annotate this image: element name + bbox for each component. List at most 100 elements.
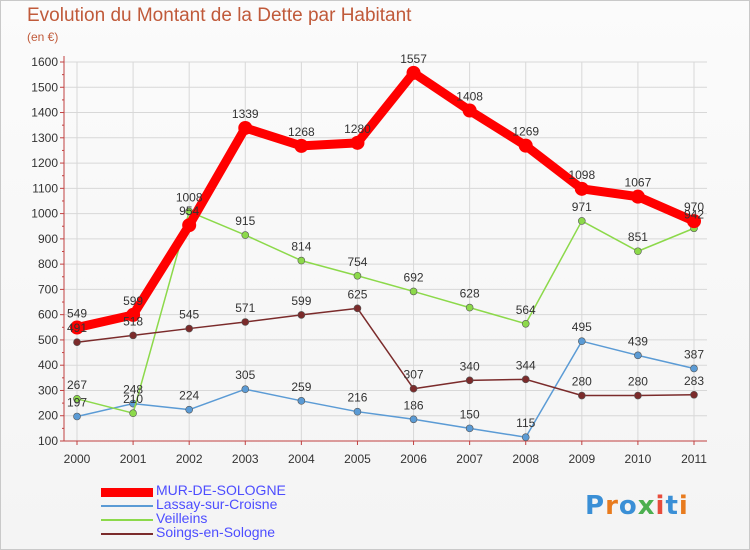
y-tick-label: 700 bbox=[38, 282, 58, 296]
series-line-1 bbox=[76, 340, 695, 438]
y-tick-label: 200 bbox=[38, 409, 58, 423]
data-point bbox=[630, 189, 645, 204]
data-label: 545 bbox=[179, 308, 199, 322]
legend-swatch bbox=[101, 505, 153, 507]
data-point bbox=[409, 384, 418, 393]
x-tick-label: 2005 bbox=[344, 452, 371, 466]
data-point bbox=[185, 405, 193, 414]
data-point bbox=[73, 338, 81, 347]
chart-subtitle: (en €) bbox=[27, 30, 59, 44]
data-point bbox=[634, 391, 642, 400]
data-point bbox=[687, 214, 701, 229]
data-point bbox=[350, 135, 365, 150]
data-label: 971 bbox=[572, 200, 592, 214]
logo-letter: r bbox=[605, 491, 619, 521]
x-tick-label: 2000 bbox=[64, 452, 91, 466]
data-label: 1268 bbox=[288, 125, 315, 139]
data-point bbox=[521, 319, 530, 328]
series-line-2 bbox=[76, 210, 695, 414]
data-point bbox=[238, 120, 253, 135]
data-label: 267 bbox=[67, 378, 87, 392]
y-tick-label: 1200 bbox=[31, 156, 58, 170]
data-point bbox=[353, 304, 362, 313]
data-label: 283 bbox=[684, 374, 704, 388]
data-point bbox=[297, 397, 306, 405]
x-tick-label: 2006 bbox=[400, 452, 427, 466]
data-point bbox=[521, 433, 530, 442]
data-point bbox=[406, 65, 421, 80]
legend-label: Soings-en-Sologne bbox=[156, 524, 276, 540]
y-tick-label: 1000 bbox=[31, 207, 58, 221]
y-tick-label: 300 bbox=[38, 383, 58, 397]
logo-letter: P bbox=[585, 491, 606, 521]
data-point bbox=[241, 318, 250, 326]
data-label: 387 bbox=[684, 347, 704, 361]
chart-title: Evolution du Montant de la Dette par Hab… bbox=[27, 5, 412, 26]
data-point bbox=[578, 217, 586, 225]
data-label: 625 bbox=[347, 287, 367, 301]
data-label: 628 bbox=[460, 287, 480, 301]
data-label: 564 bbox=[516, 303, 536, 317]
data-label: 954 bbox=[179, 204, 199, 218]
data-point bbox=[185, 324, 193, 333]
data-point bbox=[409, 287, 418, 296]
data-label: 340 bbox=[460, 359, 480, 373]
data-label: 280 bbox=[628, 375, 648, 389]
data-point bbox=[574, 181, 589, 196]
y-tick-label: 400 bbox=[38, 358, 58, 372]
data-label: 305 bbox=[235, 368, 255, 382]
data-label: 259 bbox=[291, 380, 311, 394]
series-line-0 bbox=[72, 68, 699, 333]
y-tick-label: 900 bbox=[38, 232, 58, 246]
data-point bbox=[465, 303, 474, 312]
y-tick-label: 600 bbox=[38, 308, 58, 322]
x-tick-label: 2008 bbox=[512, 452, 539, 466]
y-tick-label: 1300 bbox=[31, 131, 58, 145]
x-tick-label: 2002 bbox=[176, 452, 203, 466]
logo-letter: t bbox=[665, 491, 679, 521]
data-point bbox=[462, 103, 477, 118]
data-label: 115 bbox=[516, 416, 535, 430]
legend-swatch bbox=[101, 519, 153, 521]
data-point bbox=[73, 395, 81, 403]
data-point bbox=[129, 409, 137, 418]
data-label: 210 bbox=[123, 392, 143, 406]
data-label: 814 bbox=[291, 240, 311, 254]
data-label: 599 bbox=[291, 294, 311, 308]
logo-letter: i bbox=[678, 491, 689, 521]
data-point bbox=[465, 424, 474, 433]
data-point bbox=[129, 331, 137, 340]
data-label: 518 bbox=[123, 314, 143, 328]
data-point bbox=[690, 390, 698, 399]
data-label: 248 bbox=[123, 383, 143, 397]
proxiti-logo: Proxiti bbox=[585, 491, 689, 521]
legend-swatch bbox=[101, 487, 153, 497]
data-label: 1339 bbox=[232, 107, 259, 121]
data-label: 571 bbox=[235, 301, 255, 315]
data-label: 970 bbox=[684, 200, 704, 214]
data-point bbox=[126, 307, 141, 322]
y-tick-label: 500 bbox=[38, 333, 58, 347]
data-point bbox=[578, 337, 586, 345]
data-point bbox=[578, 391, 586, 400]
data-label: 942 bbox=[684, 207, 704, 221]
data-label: 1280 bbox=[344, 122, 371, 136]
logo-letter: x bbox=[637, 491, 656, 521]
data-label: 692 bbox=[404, 270, 424, 284]
x-tick-label: 2003 bbox=[232, 452, 259, 466]
data-label: 1008 bbox=[176, 191, 203, 205]
data-label: 549 bbox=[67, 307, 87, 321]
data-point bbox=[241, 385, 250, 394]
data-point bbox=[521, 375, 530, 384]
data-label: 307 bbox=[404, 368, 424, 382]
x-tick-label: 2009 bbox=[568, 452, 595, 466]
y-tick-label: 1500 bbox=[31, 80, 58, 94]
data-point bbox=[70, 320, 84, 335]
data-label: 439 bbox=[628, 334, 648, 348]
legend-swatch bbox=[101, 533, 153, 535]
data-point bbox=[353, 271, 362, 280]
data-point bbox=[690, 364, 698, 373]
y-tick-label: 1100 bbox=[32, 181, 58, 195]
